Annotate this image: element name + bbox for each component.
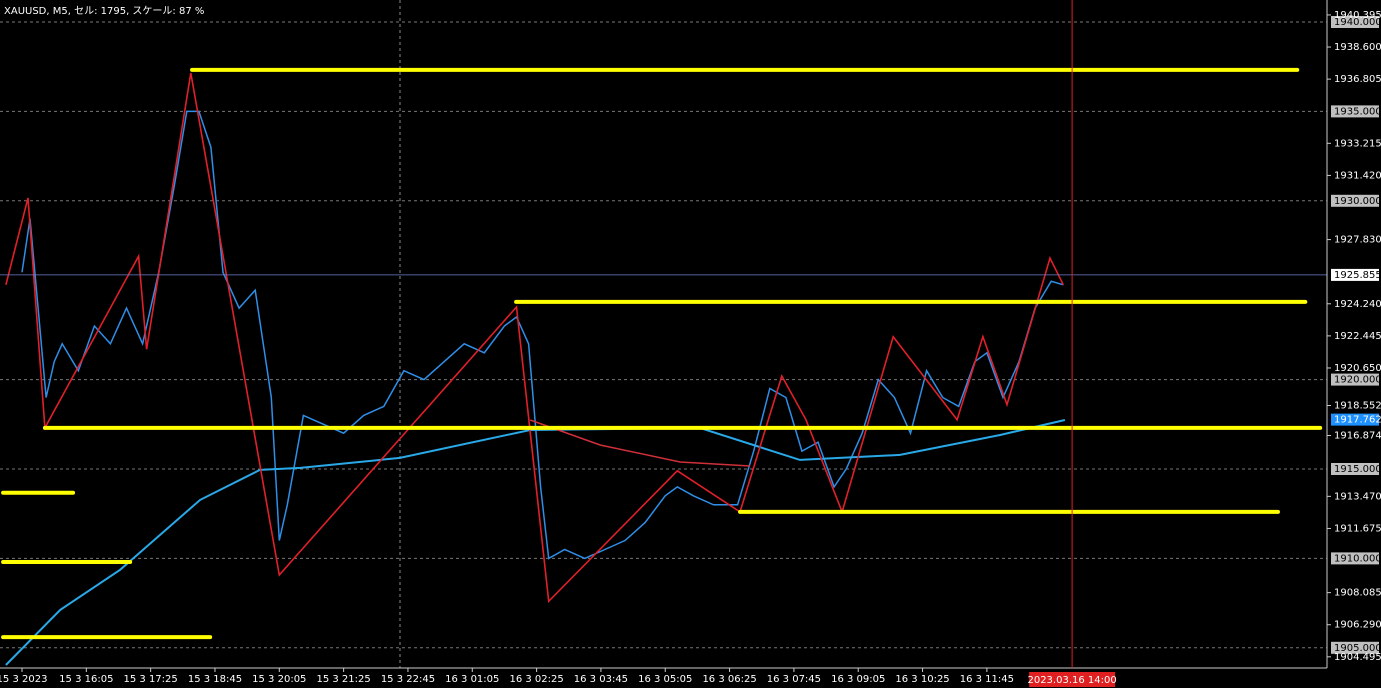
y-tick-label: 1938.600 [1334,42,1381,53]
y-tick-label: 1904.495 [1334,652,1381,663]
moving-average-2 [529,419,751,467]
y-tick-label: 1933.215 [1334,138,1381,149]
y-tick-label: 1922.445 [1334,331,1381,342]
ma-price-box [1331,413,1379,426]
ma-price-label: 1917.762 [1334,415,1381,426]
x-tick-label: 16 3 09:05 [831,674,885,685]
y-level-label: 1915.000 [1334,464,1381,475]
y-level-label: 1935.000 [1334,106,1381,117]
cursor-box [1029,672,1116,687]
cursor-label: 2023.03.16 14:00 [1027,675,1116,686]
y-tick-label: 1906.290 [1334,620,1381,631]
y-tick-label: 1911.675 [1334,523,1381,534]
y-level-label: 1920.000 [1334,375,1381,386]
y-tick-label: 1936.805 [1334,74,1381,85]
y-level-label: 1930.000 [1334,196,1381,207]
moving-average [5,419,1066,666]
x-tick-label: 15 3 17:25 [124,674,178,685]
x-tick-label: 15 3 18:45 [188,674,242,685]
y-level-box [1331,373,1379,386]
x-tick-label: 15 3 2023 [0,674,47,685]
y-level-box [1331,641,1379,654]
last-price-label: 1925.855 [1334,270,1381,281]
last-price-box [1331,268,1379,281]
y-level-box [1331,15,1379,28]
y-level-label: 1905.000 [1334,643,1381,654]
y-tick-label: 1920.650 [1334,363,1381,374]
x-tick-label: 16 3 07:45 [767,674,821,685]
y-tick-label: 1924.240 [1334,299,1381,310]
y-level-label: 1910.000 [1334,553,1381,564]
y-tick-label: 1940.395 [1334,10,1381,21]
x-tick-label: 15 3 22:45 [381,674,435,685]
x-tick-label: 16 3 02:25 [509,674,563,685]
y-level-box [1331,194,1379,207]
y-tick-label: 1918.552 [1334,400,1381,411]
plot [0,21,1327,666]
y-tick-label: 1916.874 [1334,430,1381,441]
y-level-box [1331,462,1379,475]
y-level-box [1331,552,1379,565]
zigzag [5,72,1065,604]
x-tick-label: 16 3 05:05 [638,674,692,685]
x-tick-label: 16 3 03:45 [574,674,628,685]
x-tick-label: 16 3 01:05 [445,674,499,685]
x-tick-label: 16 3 06:25 [702,674,756,685]
x-tick-label: 16 3 10:25 [895,674,949,685]
x-tick-label: 16 3 11:45 [960,674,1014,685]
y-tick-label: 1908.085 [1334,588,1381,599]
y-tick-label: 1927.830 [1334,235,1381,246]
x-tick-label: 15 3 16:05 [59,674,113,685]
y-level-label: 1940.000 [1334,17,1381,28]
x-tick-label: 15 3 20:05 [252,674,306,685]
y-level-box [1331,105,1379,118]
y-tick-label: 1931.420 [1334,170,1381,181]
x-tick-label: 15 3 21:25 [316,674,370,685]
chart-title: XAUUSD, M5, セル: 1795, スケール: 87 % [4,5,204,17]
y-tick-label: 1913.470 [1334,491,1381,502]
